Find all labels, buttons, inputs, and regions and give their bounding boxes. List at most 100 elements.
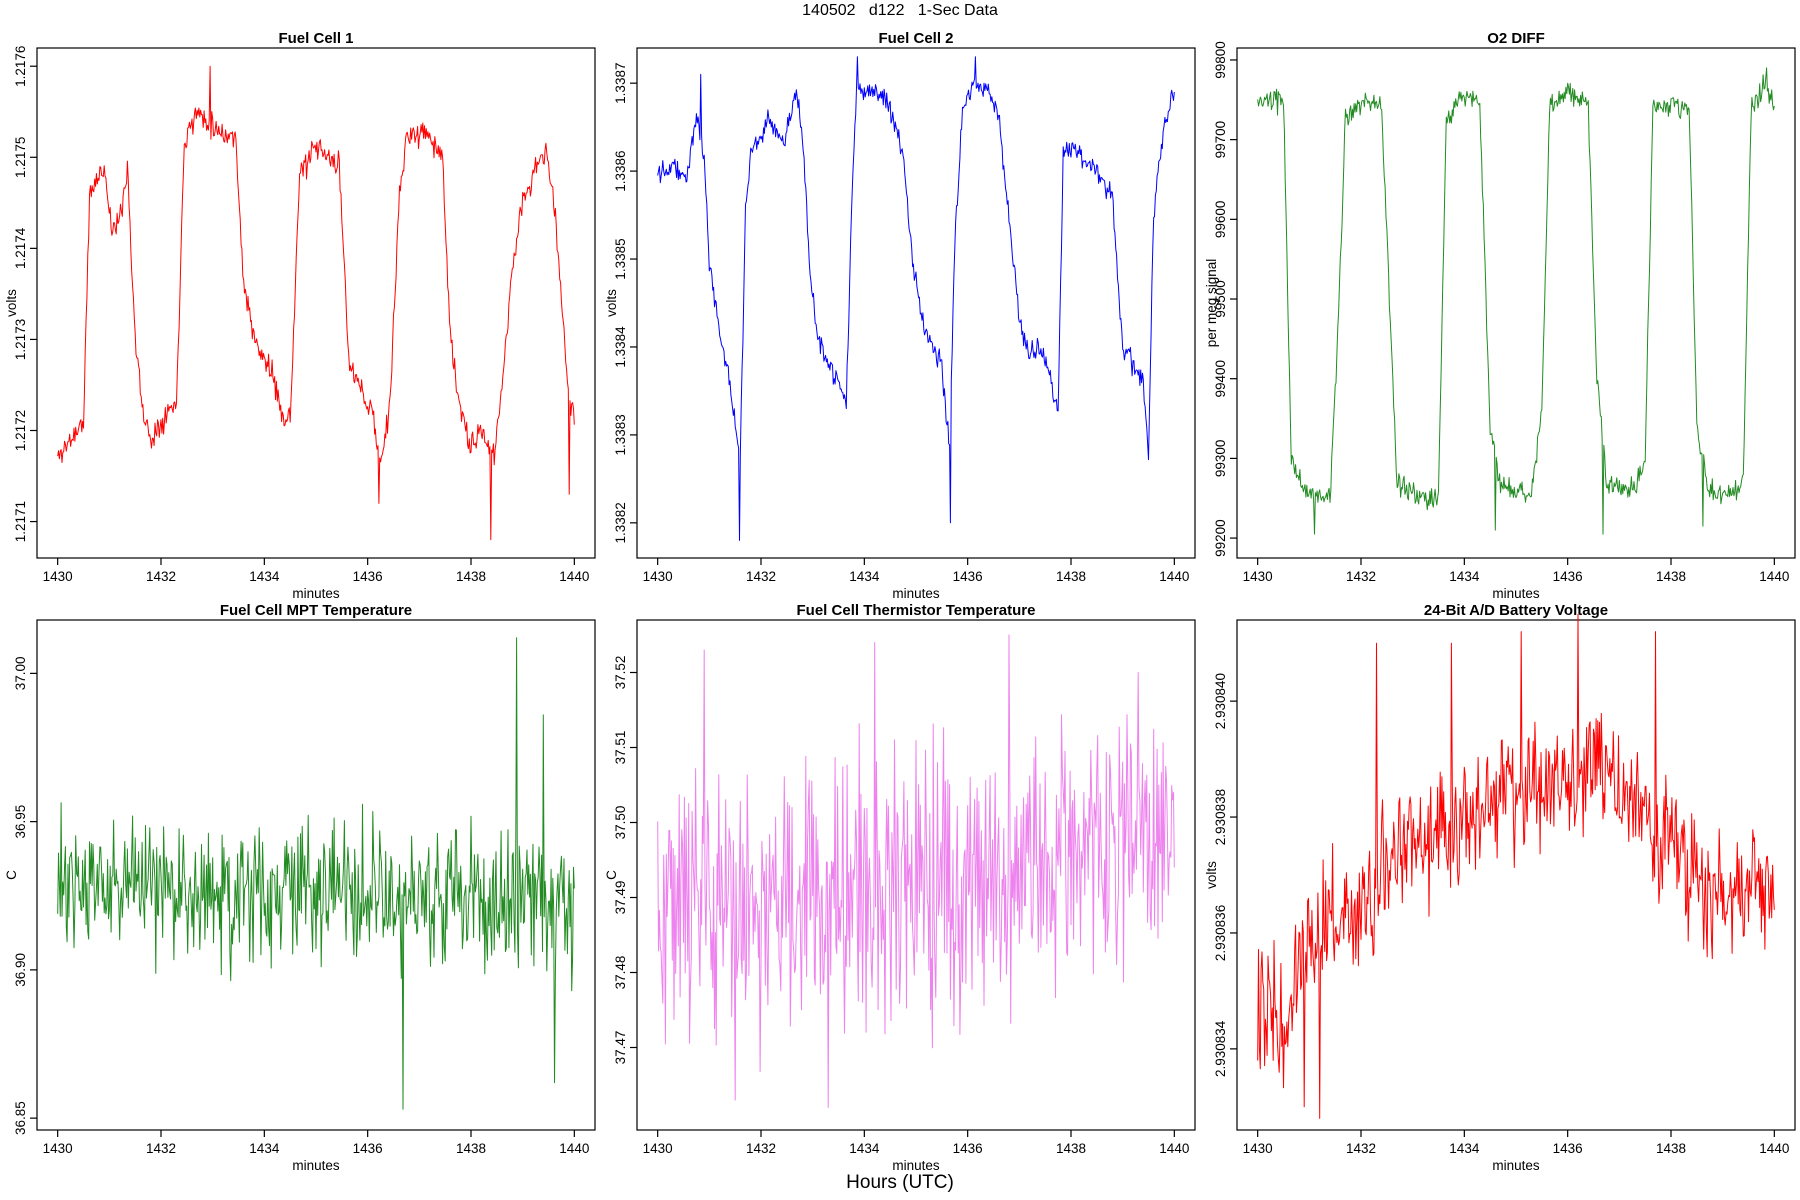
svg-text:1434: 1434 bbox=[1449, 569, 1480, 584]
svg-text:1434: 1434 bbox=[1449, 1141, 1480, 1156]
svg-text:99300: 99300 bbox=[1213, 440, 1228, 478]
svg-text:1440: 1440 bbox=[1759, 1141, 1789, 1156]
svg-text:37.51: 37.51 bbox=[613, 731, 628, 765]
chart-title-fuel-cell-2: Fuel Cell 2 bbox=[878, 30, 954, 47]
svg-text:1.3386: 1.3386 bbox=[613, 150, 628, 191]
svg-text:1440: 1440 bbox=[559, 1141, 589, 1156]
svg-text:1432: 1432 bbox=[1346, 1141, 1376, 1156]
svg-text:1440: 1440 bbox=[559, 569, 589, 584]
svg-text:1430: 1430 bbox=[1243, 569, 1273, 584]
svg-text:1440: 1440 bbox=[1159, 569, 1189, 584]
svg-text:99800: 99800 bbox=[1213, 41, 1228, 79]
svg-text:1432: 1432 bbox=[146, 1141, 176, 1156]
svg-text:37.52: 37.52 bbox=[613, 656, 628, 690]
svg-text:C: C bbox=[4, 870, 19, 880]
svg-text:1438: 1438 bbox=[1656, 569, 1686, 584]
svg-text:37.49: 37.49 bbox=[613, 881, 628, 915]
svg-text:1436: 1436 bbox=[353, 1141, 383, 1156]
svg-text:1434: 1434 bbox=[249, 1141, 280, 1156]
svg-text:1438: 1438 bbox=[456, 569, 486, 584]
svg-text:1.3385: 1.3385 bbox=[613, 238, 628, 279]
svg-text:1430: 1430 bbox=[1243, 1141, 1273, 1156]
battery-voltage-plot: 1430 1432 1434 1436 1438 1440 minutes 2.930834 2… bbox=[1204, 613, 1796, 1172]
panel-o2-diff: 1430 1432 1434 1436 1438 1440 minutes 99200 9930… bbox=[1200, 28, 1800, 600]
figure-main-title: 140502 d122 1-Sec Data bbox=[802, 2, 998, 19]
fuel-cell-mpt-temperature-plot: 1430 1432 1434 1436 1438 1440 minutes 36.85 36.9… bbox=[4, 619, 596, 1172]
svg-text:1436: 1436 bbox=[1553, 569, 1583, 584]
svg-text:minutes: minutes bbox=[292, 586, 340, 600]
svg-text:volts: volts bbox=[4, 289, 19, 317]
panel-fuel-cell-1: 1430 1432 1434 1436 1438 1440 minutes 1.2171 1.2… bbox=[0, 28, 600, 600]
svg-text:1430: 1430 bbox=[43, 1141, 73, 1156]
fuel-cell-thermistor-temperature-plot: 1430 1432 1434 1436 1438 1440 minutes 37.47 37.4… bbox=[604, 619, 1196, 1172]
svg-text:2.930834: 2.930834 bbox=[1213, 1020, 1228, 1077]
svg-text:volts: volts bbox=[604, 289, 619, 317]
svg-text:1.2176: 1.2176 bbox=[13, 46, 28, 87]
svg-text:1438: 1438 bbox=[1056, 569, 1086, 584]
svg-text:1.2171: 1.2171 bbox=[13, 501, 28, 542]
svg-text:1434: 1434 bbox=[849, 1141, 880, 1156]
svg-text:37.50: 37.50 bbox=[613, 806, 628, 840]
svg-text:1430: 1430 bbox=[643, 1141, 673, 1156]
svg-text:1430: 1430 bbox=[643, 569, 673, 584]
svg-text:2.930838: 2.930838 bbox=[1213, 789, 1228, 845]
svg-text:37.48: 37.48 bbox=[613, 956, 628, 990]
svg-text:99700: 99700 bbox=[1213, 121, 1228, 159]
svg-text:volts: volts bbox=[1204, 861, 1219, 889]
svg-text:1436: 1436 bbox=[953, 1141, 983, 1156]
svg-text:37.00: 37.00 bbox=[13, 656, 28, 690]
fuel-cell-1-plot: 1430 1432 1434 1436 1438 1440 minutes 1.2171 1.2… bbox=[4, 46, 596, 600]
chart-title-fuel-cell-mpt-temperature: Fuel Cell MPT Temperature bbox=[219, 602, 413, 619]
svg-text:1430: 1430 bbox=[43, 569, 73, 584]
chart-title-fuel-cell-1: Fuel Cell 1 bbox=[278, 30, 354, 47]
chart-title-o2-diff: O2 DIFF bbox=[1487, 30, 1545, 47]
svg-text:minutes: minutes bbox=[292, 1158, 340, 1172]
svg-text:1434: 1434 bbox=[849, 569, 880, 584]
svg-text:C: C bbox=[604, 870, 619, 880]
global-x-axis-label: Hours (UTC) bbox=[846, 1172, 954, 1193]
svg-text:1432: 1432 bbox=[746, 569, 776, 584]
svg-text:1438: 1438 bbox=[1056, 1141, 1086, 1156]
svg-text:36.95: 36.95 bbox=[13, 805, 28, 839]
svg-text:1436: 1436 bbox=[1553, 1141, 1583, 1156]
svg-text:1.2172: 1.2172 bbox=[13, 410, 28, 451]
svg-text:37.47: 37.47 bbox=[613, 1031, 628, 1065]
chart-title-fuel-cell-thermistor-temperature: Fuel Cell Thermistor Temperature bbox=[796, 602, 1036, 619]
svg-text:1.3384: 1.3384 bbox=[613, 326, 628, 368]
svg-text:99600: 99600 bbox=[1213, 201, 1228, 239]
svg-text:1432: 1432 bbox=[746, 1141, 776, 1156]
svg-text:1.3387: 1.3387 bbox=[613, 63, 628, 104]
svg-text:1438: 1438 bbox=[1656, 1141, 1686, 1156]
svg-text:minutes: minutes bbox=[892, 586, 940, 600]
svg-text:99400: 99400 bbox=[1213, 360, 1228, 398]
svg-text:1434: 1434 bbox=[249, 569, 280, 584]
svg-text:36.90: 36.90 bbox=[13, 953, 28, 987]
svg-text:2.930840: 2.930840 bbox=[1213, 673, 1228, 729]
svg-text:1432: 1432 bbox=[1346, 569, 1376, 584]
fuel-cell-2-plot: 1430 1432 1434 1436 1438 1440 minutes 1.3382 1.3… bbox=[604, 47, 1196, 600]
panel-fuel-cell-mpt-temperature: 1430 1432 1434 1436 1438 1440 minutes 36.85 36.9… bbox=[0, 600, 600, 1172]
svg-text:1440: 1440 bbox=[1759, 569, 1789, 584]
svg-text:99500: 99500 bbox=[1213, 280, 1228, 318]
svg-text:36.85: 36.85 bbox=[13, 1101, 28, 1135]
panel-fuel-cell-2: 1430 1432 1434 1436 1438 1440 minutes 1.3382 1.3… bbox=[600, 28, 1200, 600]
svg-text:minutes: minutes bbox=[892, 1158, 940, 1172]
o2-diff-plot: 1430 1432 1434 1436 1438 1440 minutes 99200 9930… bbox=[1204, 41, 1796, 600]
svg-text:1436: 1436 bbox=[953, 569, 983, 584]
svg-text:2.930836: 2.930836 bbox=[1213, 905, 1228, 961]
svg-text:99200: 99200 bbox=[1213, 519, 1228, 557]
chart-grid: 1430 1432 1434 1436 1438 1440 minutes 1.2171 1.2… bbox=[0, 28, 1800, 1172]
svg-text:1.3382: 1.3382 bbox=[613, 502, 628, 543]
panel-fuel-cell-thermistor-temperature: 1430 1432 1434 1436 1438 1440 minutes 37.47 37.4… bbox=[600, 600, 1200, 1172]
panel-battery-voltage: 1430 1432 1434 1436 1438 1440 minutes 2.930834 2… bbox=[1200, 600, 1800, 1172]
svg-text:minutes: minutes bbox=[1492, 1158, 1540, 1172]
svg-text:1438: 1438 bbox=[456, 1141, 486, 1156]
svg-text:1.2173: 1.2173 bbox=[13, 319, 28, 360]
svg-text:1440: 1440 bbox=[1159, 1141, 1189, 1156]
svg-text:1.3383: 1.3383 bbox=[613, 414, 628, 455]
svg-text:1432: 1432 bbox=[146, 569, 176, 584]
svg-text:minutes: minutes bbox=[1492, 586, 1540, 600]
chart-title-battery-voltage: 24-Bit A/D Battery Voltage bbox=[1423, 602, 1609, 619]
svg-text:1.2175: 1.2175 bbox=[13, 137, 28, 178]
